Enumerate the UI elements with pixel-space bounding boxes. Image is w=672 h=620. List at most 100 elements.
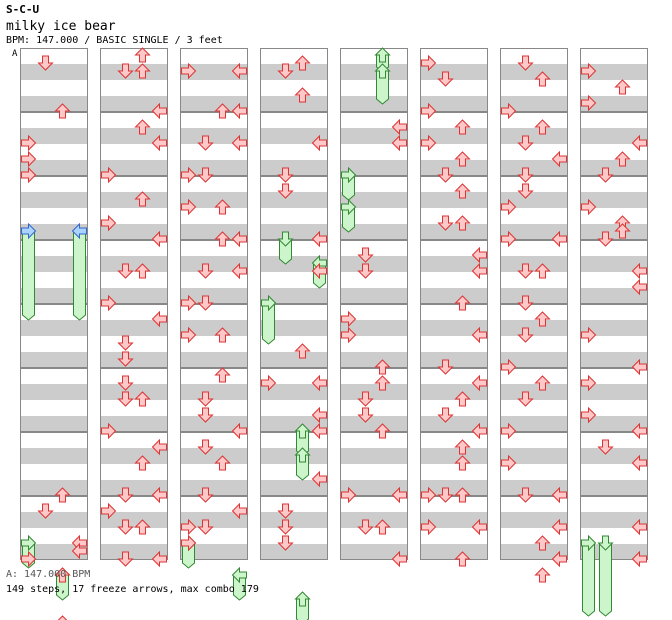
beat-band xyxy=(100,272,168,288)
segment-label: A xyxy=(12,49,18,59)
beat-band xyxy=(420,352,488,368)
measure-box xyxy=(500,368,568,432)
beat-band xyxy=(100,464,168,480)
beat-band xyxy=(500,192,568,208)
beat-band xyxy=(100,240,168,256)
tap-arrow xyxy=(151,310,167,328)
beat-band xyxy=(180,464,248,480)
beat-band xyxy=(100,544,168,560)
tap-arrow xyxy=(454,215,471,231)
beat-band xyxy=(180,176,248,192)
beat-band xyxy=(260,528,328,544)
tap-arrow xyxy=(21,550,37,568)
beat-band xyxy=(340,64,408,80)
beat-band xyxy=(20,176,88,192)
beat-band xyxy=(180,448,248,464)
beat-band xyxy=(420,336,488,352)
beat-band xyxy=(180,288,248,304)
tap-arrow xyxy=(311,470,327,488)
tap-arrow xyxy=(437,215,454,231)
beat-band xyxy=(340,96,408,112)
beat-band xyxy=(500,512,568,528)
beat-band xyxy=(180,64,248,80)
beat-band xyxy=(180,336,248,352)
beat-band xyxy=(20,160,88,176)
tap-arrow xyxy=(341,310,357,328)
measure-box xyxy=(580,240,648,304)
beat-band xyxy=(340,528,408,544)
tap-arrow xyxy=(311,406,327,424)
tap-arrow xyxy=(277,503,294,519)
beat-band xyxy=(180,352,248,368)
beat-band xyxy=(420,384,488,400)
tap-arrow xyxy=(391,550,407,568)
beat-band xyxy=(580,128,648,144)
freeze-head-arrow xyxy=(231,566,247,584)
tap-arrow xyxy=(391,118,407,136)
tap-arrow xyxy=(37,503,54,519)
beat-band xyxy=(100,336,168,352)
freeze-head-arrow xyxy=(294,591,311,607)
tap-arrow xyxy=(581,198,597,216)
measure-box xyxy=(500,432,568,496)
beat-band xyxy=(260,128,328,144)
tap-arrow xyxy=(181,62,197,80)
beat-band xyxy=(580,64,648,80)
beat-band xyxy=(500,464,568,480)
beat-band xyxy=(340,496,408,512)
beat-band xyxy=(260,48,328,64)
measure-box xyxy=(420,240,488,304)
tap-arrow xyxy=(517,135,534,151)
freeze-head-arrow xyxy=(581,534,597,552)
artist-name: S-C-U xyxy=(6,3,40,16)
beat-band xyxy=(20,384,88,400)
beat-band xyxy=(500,144,568,160)
beat-band xyxy=(20,448,88,464)
beat-band xyxy=(260,272,328,288)
beat-band xyxy=(420,224,488,240)
tap-arrow xyxy=(437,359,454,375)
freeze-head-arrow xyxy=(21,222,37,240)
tap-arrow xyxy=(214,199,231,215)
tap-arrow xyxy=(311,262,327,280)
beat-band xyxy=(500,288,568,304)
tap-arrow xyxy=(214,367,231,383)
beat-band xyxy=(100,432,168,448)
tap-arrow xyxy=(374,423,391,439)
measure-box xyxy=(420,304,488,368)
beat-band xyxy=(580,272,648,288)
measure-box xyxy=(180,368,248,432)
tap-arrow xyxy=(534,311,551,327)
beat-band xyxy=(420,448,488,464)
beat-band xyxy=(100,288,168,304)
measure-box xyxy=(260,432,328,496)
beat-band xyxy=(580,384,648,400)
tap-arrow xyxy=(631,278,647,296)
tap-arrow xyxy=(454,119,471,135)
beat-band xyxy=(100,400,168,416)
beat-band xyxy=(420,400,488,416)
tap-arrow xyxy=(517,327,534,343)
tap-arrow xyxy=(214,103,231,119)
beat-band xyxy=(340,400,408,416)
freeze-head-arrow xyxy=(261,294,277,312)
freeze-head-arrow xyxy=(597,535,614,551)
beat-band xyxy=(580,304,648,320)
beat-band xyxy=(180,368,248,384)
beat-band xyxy=(20,288,88,304)
tap-arrow xyxy=(551,518,567,536)
measure-box xyxy=(580,368,648,432)
chart-column xyxy=(20,48,88,560)
beat-band xyxy=(20,96,88,112)
beat-band xyxy=(260,384,328,400)
measure-box xyxy=(580,432,648,496)
measure-box xyxy=(100,304,168,368)
beat-band xyxy=(260,256,328,272)
beat-band xyxy=(580,224,648,240)
beat-band xyxy=(180,240,248,256)
beat-band xyxy=(260,64,328,80)
chart-column xyxy=(260,48,328,560)
beat-band xyxy=(420,528,488,544)
tap-arrow xyxy=(21,166,37,184)
